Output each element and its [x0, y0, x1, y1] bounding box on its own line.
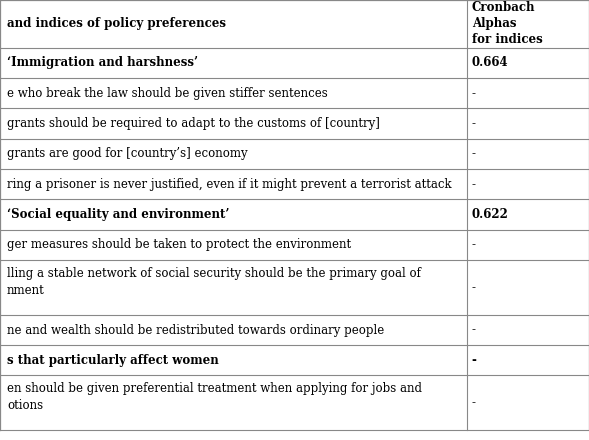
Text: -: - [472, 396, 476, 409]
Text: ‘Social equality and environment’: ‘Social equality and environment’ [7, 208, 230, 221]
Text: -: - [472, 354, 477, 367]
Text: grants should be required to adapt to the customs of [country]: grants should be required to adapt to th… [7, 117, 380, 130]
Text: and indices of policy preferences: and indices of policy preferences [7, 18, 226, 30]
Text: ne and wealth should be redistributed towards ordinary people: ne and wealth should be redistributed to… [7, 323, 384, 337]
Text: -: - [472, 323, 476, 337]
Text: s that particularly affect women: s that particularly affect women [7, 354, 219, 367]
Text: ring a prisoner is never justified, even if it might prevent a terrorist attack: ring a prisoner is never justified, even… [7, 178, 452, 191]
Text: -: - [472, 281, 476, 294]
Text: e who break the law should be given stiffer sentences: e who break the law should be given stif… [7, 87, 328, 100]
Text: -: - [472, 147, 476, 161]
Text: ger measures should be taken to protect the environment: ger measures should be taken to protect … [7, 238, 351, 251]
Text: -: - [472, 178, 476, 191]
Text: -: - [472, 117, 476, 130]
Text: grants are good for [country’s] economy: grants are good for [country’s] economy [7, 147, 248, 161]
Text: lling a stable network of social security should be the primary goal of
nment: lling a stable network of social securit… [7, 267, 421, 297]
Text: -: - [472, 238, 476, 251]
Text: ‘Immigration and harshness’: ‘Immigration and harshness’ [7, 56, 198, 70]
Text: 0.664: 0.664 [472, 56, 508, 70]
Text: 0.622: 0.622 [472, 208, 509, 221]
Text: en should be given preferential treatment when applying for jobs and
otions: en should be given preferential treatmen… [7, 382, 422, 412]
Text: Cronbach
Alphas
for indices: Cronbach Alphas for indices [472, 1, 542, 46]
Text: -: - [472, 87, 476, 100]
